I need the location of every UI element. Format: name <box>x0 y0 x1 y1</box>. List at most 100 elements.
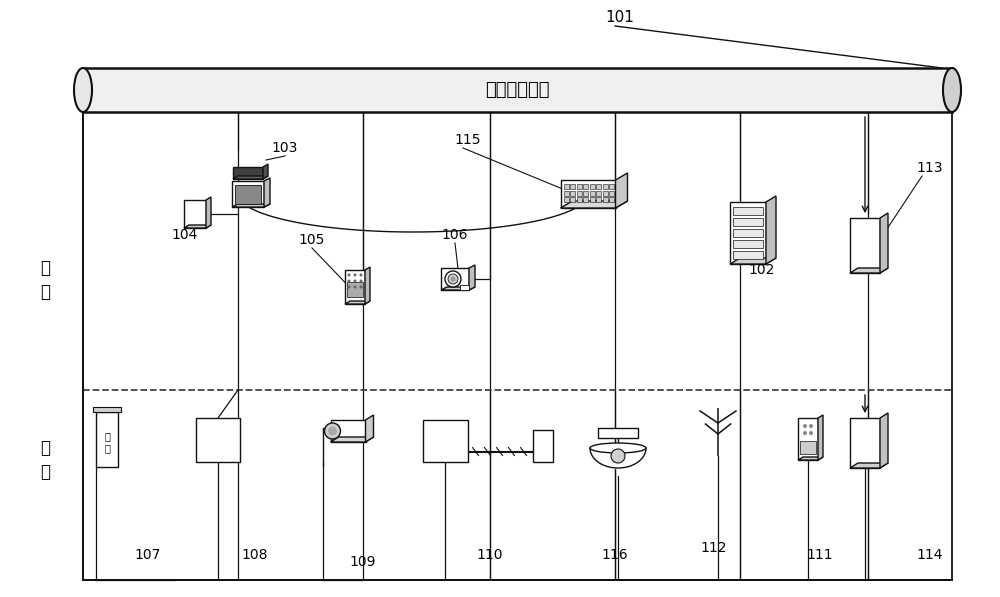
Circle shape <box>348 273 351 276</box>
Text: 101: 101 <box>606 11 634 26</box>
Polygon shape <box>850 218 880 273</box>
Polygon shape <box>345 301 370 304</box>
Circle shape <box>360 285 362 288</box>
Circle shape <box>348 285 351 288</box>
Polygon shape <box>798 457 823 460</box>
Text: 116: 116 <box>602 548 628 562</box>
Circle shape <box>809 424 813 428</box>
Circle shape <box>324 423 340 439</box>
Bar <box>96 412 118 467</box>
Bar <box>570 197 575 202</box>
Circle shape <box>803 424 807 428</box>
Bar <box>602 197 608 202</box>
Polygon shape <box>345 270 365 304</box>
Bar <box>596 190 601 195</box>
Text: 112: 112 <box>701 541 727 555</box>
Polygon shape <box>880 213 888 273</box>
Bar <box>733 229 763 237</box>
Bar <box>583 184 588 189</box>
Text: 115: 115 <box>455 133 481 147</box>
Bar <box>602 190 608 195</box>
Polygon shape <box>365 267 370 304</box>
Bar <box>609 190 614 195</box>
Bar <box>609 197 614 202</box>
Circle shape <box>354 279 356 282</box>
Bar <box>609 184 614 189</box>
Polygon shape <box>233 176 268 179</box>
Bar <box>235 185 261 204</box>
Polygon shape <box>330 420 366 442</box>
Bar <box>583 197 588 202</box>
Polygon shape <box>441 287 475 290</box>
Polygon shape <box>560 201 628 208</box>
Bar <box>583 190 588 195</box>
Bar <box>576 197 582 202</box>
Polygon shape <box>469 265 475 290</box>
Bar <box>347 282 363 297</box>
Text: 110: 110 <box>477 548 503 562</box>
Text: 113: 113 <box>917 161 943 175</box>
Polygon shape <box>850 418 880 468</box>
Text: 门禁管理平台: 门禁管理平台 <box>485 81 550 99</box>
Bar <box>602 184 608 189</box>
Text: 室
外: 室 外 <box>40 439 50 482</box>
Circle shape <box>360 273 362 276</box>
Polygon shape <box>264 178 270 207</box>
Polygon shape <box>206 197 211 228</box>
Bar <box>564 197 568 202</box>
Bar <box>733 218 763 226</box>
Bar <box>422 420 468 462</box>
Circle shape <box>360 279 362 282</box>
Polygon shape <box>263 164 268 179</box>
Polygon shape <box>184 225 211 228</box>
Text: 102: 102 <box>749 263 775 277</box>
Circle shape <box>348 279 351 282</box>
Bar <box>596 184 601 189</box>
Circle shape <box>354 273 356 276</box>
Bar <box>800 441 816 454</box>
Polygon shape <box>616 173 628 208</box>
Polygon shape <box>232 204 270 207</box>
Circle shape <box>611 449 625 463</box>
Bar <box>596 197 601 202</box>
Bar <box>564 190 568 195</box>
Ellipse shape <box>74 68 92 112</box>
Circle shape <box>450 276 456 282</box>
Text: 室
内: 室 内 <box>40 259 50 301</box>
Polygon shape <box>730 202 766 264</box>
Polygon shape <box>560 180 616 208</box>
Ellipse shape <box>590 443 646 453</box>
Ellipse shape <box>943 68 961 112</box>
Bar <box>93 407 121 412</box>
Bar <box>590 197 594 202</box>
Polygon shape <box>880 413 888 468</box>
Polygon shape <box>441 268 469 290</box>
Circle shape <box>354 285 356 288</box>
Bar <box>576 184 582 189</box>
Bar <box>733 251 763 259</box>
Bar <box>576 190 582 195</box>
Text: 108: 108 <box>242 548 268 562</box>
Bar <box>570 184 575 189</box>
Bar <box>564 184 568 189</box>
Text: 104: 104 <box>172 228 198 242</box>
Polygon shape <box>232 181 264 207</box>
Bar <box>590 184 594 189</box>
Text: 107: 107 <box>135 548 161 562</box>
Bar <box>532 430 552 462</box>
Circle shape <box>445 271 461 287</box>
Polygon shape <box>850 463 888 468</box>
Polygon shape <box>766 196 776 264</box>
Circle shape <box>803 431 807 435</box>
Bar <box>570 190 575 195</box>
Polygon shape <box>730 258 776 264</box>
Bar <box>590 190 594 195</box>
Bar <box>733 240 763 248</box>
Text: 106: 106 <box>442 228 468 242</box>
Polygon shape <box>798 418 818 460</box>
Bar <box>83 68 952 112</box>
Text: 音
柜: 音 柜 <box>104 432 110 453</box>
Bar <box>733 207 763 215</box>
Circle shape <box>448 274 458 284</box>
Bar <box>460 285 469 290</box>
